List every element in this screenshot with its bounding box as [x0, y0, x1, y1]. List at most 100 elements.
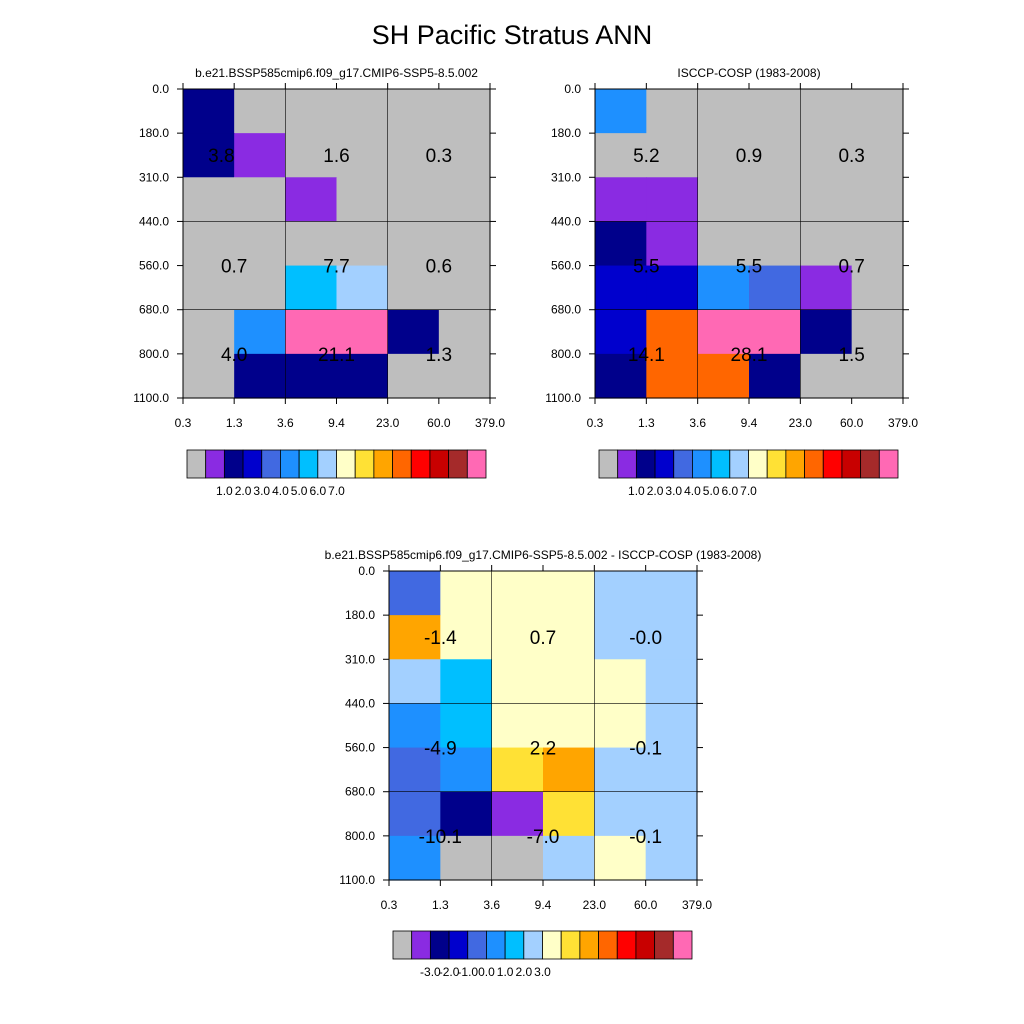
- heatmap-cell: [800, 309, 853, 355]
- panel-title: b.e21.BSSP585cmip6.f09_g17.CMIP6-SSP5-8.…: [325, 548, 762, 562]
- heatmap-cell: [543, 615, 595, 660]
- y-tick-label: 180.0: [551, 126, 581, 140]
- colorbar-swatch: [242, 449, 263, 479]
- heatmap-cell: [438, 353, 491, 399]
- cell-value-label: 21.1: [318, 345, 355, 366]
- heatmap-cell: [183, 265, 235, 311]
- colorbar-label: 1.0: [628, 484, 645, 498]
- colorbar-swatch: [448, 930, 469, 960]
- cell-value-label: 0.9: [736, 146, 762, 167]
- heatmap-cell: [389, 835, 441, 881]
- heatmap-cell: [749, 309, 801, 355]
- y-tick-label: 1100.0: [133, 391, 169, 405]
- heatmap-cell: [851, 133, 904, 178]
- heatmap-cell: [543, 571, 595, 616]
- heatmap-cell: [851, 177, 904, 223]
- heatmap-panel-2: ISCCP-COSP (1983-2008) 0.3 1.3 3.6 9.4 23.0 60…: [545, 66, 918, 498]
- heatmap-cell: [697, 133, 750, 178]
- cell-value-label: 5.2: [633, 146, 659, 167]
- cell-value-label: 28.1: [731, 345, 768, 366]
- colorbar-label: -1.0: [457, 965, 478, 979]
- colorbar-swatch: [298, 449, 319, 479]
- colorbar-swatch: [692, 449, 712, 479]
- colorbar-label: 1.0: [497, 965, 514, 979]
- colorbar-label: 6.0: [309, 484, 326, 498]
- heatmap-cell: [594, 703, 647, 749]
- y-tick-label: 440.0: [139, 214, 169, 228]
- colorbar-swatch: [635, 930, 656, 960]
- heatmap-cell: [646, 309, 699, 355]
- heatmap-cell: [646, 177, 699, 223]
- heatmap-cell: [646, 353, 699, 399]
- heatmap-cell: [595, 221, 647, 267]
- heatmap-cell: [594, 571, 647, 616]
- colorbar-swatch: [466, 449, 487, 479]
- panel-title: b.e21.BSSP585cmip6.f09_g17.CMIP6-SSP5-8.…: [195, 66, 478, 80]
- x-tick-label: 9.4: [741, 416, 758, 430]
- heatmap-cell: [800, 177, 853, 223]
- heatmap-cell: [438, 265, 491, 311]
- colorbar-swatch: [392, 449, 412, 479]
- y-tick-label: 680.0: [551, 303, 581, 317]
- cell-value-label: -4.9: [424, 739, 457, 760]
- heatmap-cell: [697, 89, 750, 134]
- heatmap-cell: [389, 659, 441, 705]
- colorbar-swatch: [878, 449, 899, 479]
- colorbar-label: 4.0: [684, 484, 701, 498]
- colorbar-swatch: [261, 449, 281, 479]
- heatmap-cell: [387, 133, 440, 178]
- y-tick-label: 800.0: [345, 829, 375, 843]
- heatmap-cell: [697, 309, 750, 355]
- heatmap-cell: [645, 747, 698, 793]
- heatmap-cell: [438, 221, 491, 267]
- heatmap-cell: [595, 177, 647, 223]
- heatmap-cell: [336, 309, 389, 355]
- figure-title: SH Pacific Stratus ANN: [371, 20, 653, 50]
- x-tick-label: 9.4: [535, 898, 552, 912]
- heatmap-cell: [851, 89, 904, 134]
- colorbar: 1.0 2.0 3.0 4.0 5.0 6.0 7.0: [598, 449, 899, 498]
- heatmap-cell: [438, 133, 491, 178]
- colorbar-swatch: [729, 449, 749, 479]
- heatmap-cell: [645, 659, 698, 705]
- y-tick-label: 310.0: [345, 652, 375, 666]
- heatmap-cell: [749, 221, 801, 267]
- heatmap-cell: [234, 221, 286, 267]
- heatmap-cell: [645, 703, 698, 749]
- x-tick-label: 379.0: [475, 416, 505, 430]
- heatmap-cell: [697, 221, 750, 267]
- heatmap-cell: [389, 571, 441, 616]
- colorbar-swatch: [860, 449, 880, 479]
- heatmap-cell: [285, 133, 338, 178]
- y-tick-label: 560.0: [139, 259, 169, 273]
- colorbar: -3.0-2.0-1.0 0.0 1.0 2.0 3.0: [392, 930, 693, 979]
- x-tick-label: 379.0: [682, 898, 712, 912]
- colorbar-swatch: [579, 930, 599, 960]
- heatmap-cell: [645, 615, 698, 660]
- y-tick-label: 310.0: [139, 170, 169, 184]
- heatmap-cell: [749, 265, 801, 311]
- heatmap-cell: [697, 265, 750, 311]
- heatmap-cell: [387, 265, 440, 311]
- colorbar-label: -3.0: [420, 965, 441, 979]
- heatmap-cell: [183, 353, 235, 399]
- heatmap-cell: [438, 177, 491, 223]
- colorbar-label: 7.0: [740, 484, 757, 498]
- colorbar-swatch: [392, 930, 413, 960]
- y-tick-label: 0.0: [152, 82, 169, 96]
- x-tick-label: 1.3: [432, 898, 449, 912]
- heatmap-cell: [440, 835, 493, 881]
- heatmap-cell: [800, 221, 853, 267]
- x-tick-label: 0.3: [381, 898, 398, 912]
- x-tick-label: 0.3: [175, 416, 192, 430]
- heatmap-cell: [491, 615, 544, 660]
- heatmap-cell: [285, 221, 338, 267]
- heatmap-cell: [697, 177, 750, 223]
- x-tick-label: 3.6: [689, 416, 706, 430]
- heatmap-cell: [594, 791, 647, 837]
- heatmap-cell: [594, 659, 647, 705]
- heatmap-cell: [183, 309, 235, 355]
- heatmap-cell: [389, 747, 441, 793]
- cell-value-label: 3.8: [208, 146, 234, 167]
- heatmap-cell: [491, 703, 544, 749]
